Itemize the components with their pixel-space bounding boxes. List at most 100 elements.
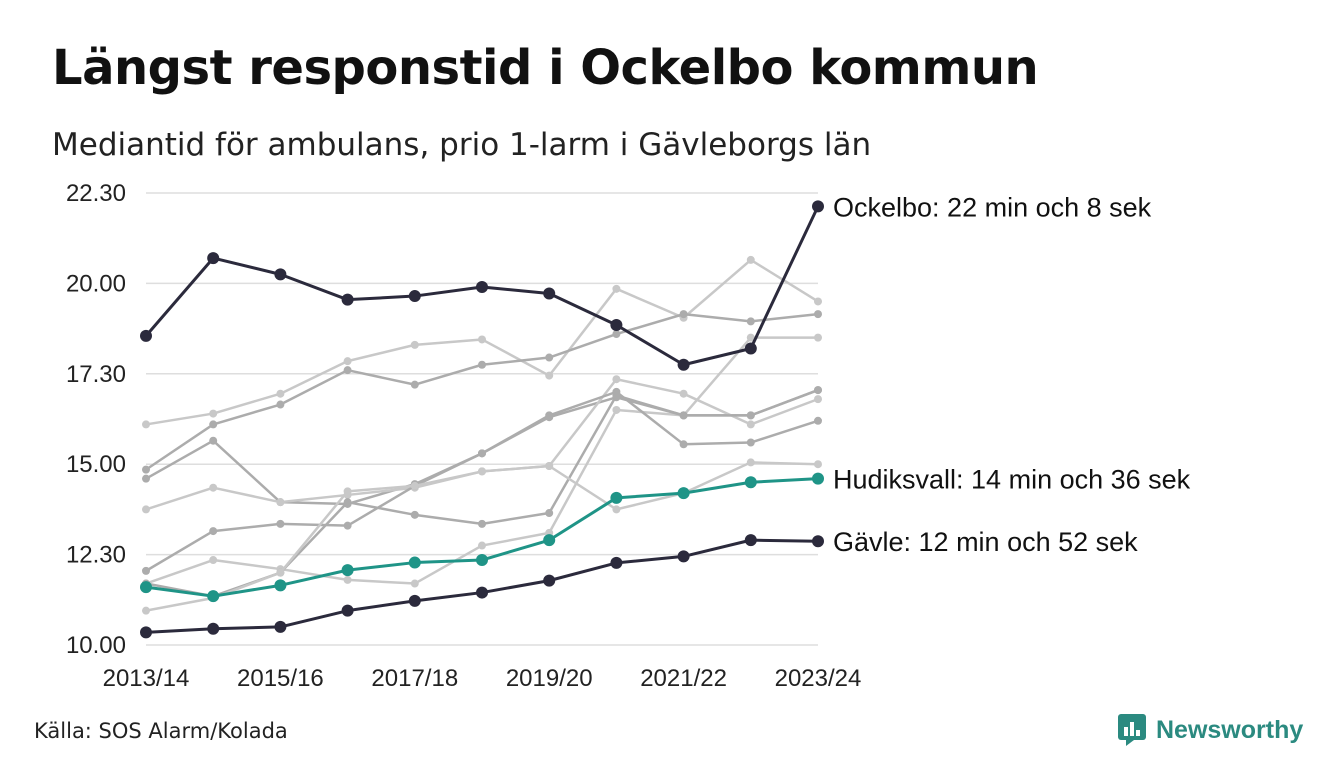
data-point bbox=[812, 200, 824, 213]
data-point bbox=[610, 556, 623, 569]
data-point bbox=[142, 566, 150, 575]
grid-lines bbox=[146, 192, 818, 646]
data-point bbox=[209, 527, 218, 536]
data-point bbox=[274, 579, 287, 592]
y-tick-label: 12.30 bbox=[66, 542, 126, 569]
series-end-label: Gävle: 12 min och 52 sek bbox=[833, 527, 1138, 557]
data-point bbox=[612, 405, 621, 414]
data-point bbox=[140, 329, 152, 342]
data-point bbox=[341, 604, 354, 617]
data-point bbox=[677, 487, 690, 500]
y-tick-label: 22.30 bbox=[66, 180, 126, 207]
x-tick-label: 2019/20 bbox=[506, 665, 593, 692]
data-point bbox=[276, 498, 285, 507]
series-gävle bbox=[140, 534, 824, 639]
y-tick-label: 15.00 bbox=[66, 451, 126, 478]
data-point bbox=[543, 534, 556, 547]
chart-title: Längst responstid i Ockelbo kommun bbox=[52, 40, 1039, 96]
data-point bbox=[207, 252, 220, 265]
highlighted-series bbox=[140, 200, 824, 639]
data-point bbox=[209, 483, 218, 492]
chart-subtitle: Mediantid för ambulans, prio 1-larm i Gä… bbox=[52, 127, 872, 163]
series-background bbox=[142, 255, 822, 429]
data-point bbox=[142, 474, 150, 483]
data-point bbox=[679, 440, 688, 449]
data-point bbox=[543, 574, 556, 587]
data-point bbox=[543, 287, 556, 300]
data-point bbox=[612, 284, 621, 293]
brand-name: Newsworthy bbox=[1156, 715, 1304, 744]
data-point bbox=[612, 330, 621, 339]
data-point bbox=[478, 519, 486, 528]
data-point bbox=[343, 487, 352, 496]
data-point bbox=[814, 386, 822, 395]
data-point bbox=[814, 395, 822, 404]
newsworthy-logo-icon bbox=[1118, 714, 1146, 746]
data-point bbox=[744, 342, 757, 355]
data-point bbox=[209, 556, 218, 565]
data-point bbox=[677, 358, 690, 371]
data-point bbox=[679, 389, 688, 398]
x-tick-label: 2017/18 bbox=[371, 665, 458, 692]
data-point bbox=[410, 340, 419, 349]
data-point bbox=[746, 411, 755, 420]
data-point bbox=[814, 333, 822, 342]
series-end-label: Ockelbo: 22 min och 8 sek bbox=[833, 192, 1152, 222]
data-point bbox=[343, 498, 352, 507]
data-point bbox=[476, 281, 488, 294]
series-line bbox=[145, 477, 819, 598]
data-point bbox=[343, 357, 352, 366]
data-point bbox=[610, 318, 623, 331]
data-point bbox=[612, 375, 621, 384]
data-point bbox=[343, 575, 352, 584]
data-point bbox=[679, 411, 688, 420]
data-point bbox=[545, 353, 554, 362]
data-point bbox=[140, 581, 152, 594]
data-point bbox=[142, 606, 150, 615]
x-tick-label: 2023/24 bbox=[775, 665, 862, 692]
data-point bbox=[142, 505, 150, 514]
data-point bbox=[209, 409, 218, 418]
data-point bbox=[341, 564, 354, 577]
data-point bbox=[476, 554, 488, 567]
y-tick-label: 17.30 bbox=[66, 361, 126, 388]
data-point bbox=[814, 297, 822, 306]
data-point bbox=[545, 371, 554, 380]
data-point bbox=[410, 481, 419, 490]
data-point bbox=[274, 268, 287, 281]
data-point bbox=[209, 436, 218, 445]
data-point bbox=[744, 476, 757, 489]
data-point bbox=[408, 594, 421, 607]
y-tick-label: 10.00 bbox=[66, 632, 126, 659]
data-point bbox=[410, 380, 419, 389]
data-point bbox=[478, 449, 486, 458]
data-point bbox=[142, 420, 150, 429]
data-point bbox=[746, 438, 755, 447]
data-point bbox=[276, 389, 285, 398]
data-point bbox=[274, 620, 287, 633]
data-point bbox=[276, 568, 285, 577]
data-point bbox=[612, 505, 621, 514]
data-point bbox=[746, 420, 755, 429]
y-axis-ticks: 10.00 12.30 15.00 17.30 20.00 22.30 bbox=[66, 180, 126, 659]
data-point bbox=[746, 458, 755, 467]
x-axis-ticks: 2013/14 2015/16 2017/18 2019/20 2021/22 2023/… bbox=[103, 665, 862, 692]
data-point bbox=[207, 622, 220, 635]
data-point bbox=[410, 579, 419, 588]
data-point bbox=[276, 400, 285, 409]
data-point bbox=[207, 590, 220, 603]
data-point bbox=[408, 290, 421, 303]
data-point bbox=[612, 391, 621, 400]
data-point bbox=[343, 366, 352, 375]
data-point bbox=[209, 420, 218, 429]
data-point bbox=[812, 535, 824, 548]
y-tick-label: 20.00 bbox=[66, 270, 126, 297]
data-point bbox=[679, 310, 688, 319]
source-note: Källa: SOS Alarm/Kolada bbox=[34, 719, 288, 743]
series-background bbox=[142, 333, 822, 588]
series-ockelbo bbox=[140, 200, 824, 371]
data-point bbox=[408, 556, 421, 569]
x-tick-label: 2013/14 bbox=[103, 665, 190, 692]
data-point bbox=[478, 541, 486, 550]
data-point bbox=[341, 293, 354, 306]
